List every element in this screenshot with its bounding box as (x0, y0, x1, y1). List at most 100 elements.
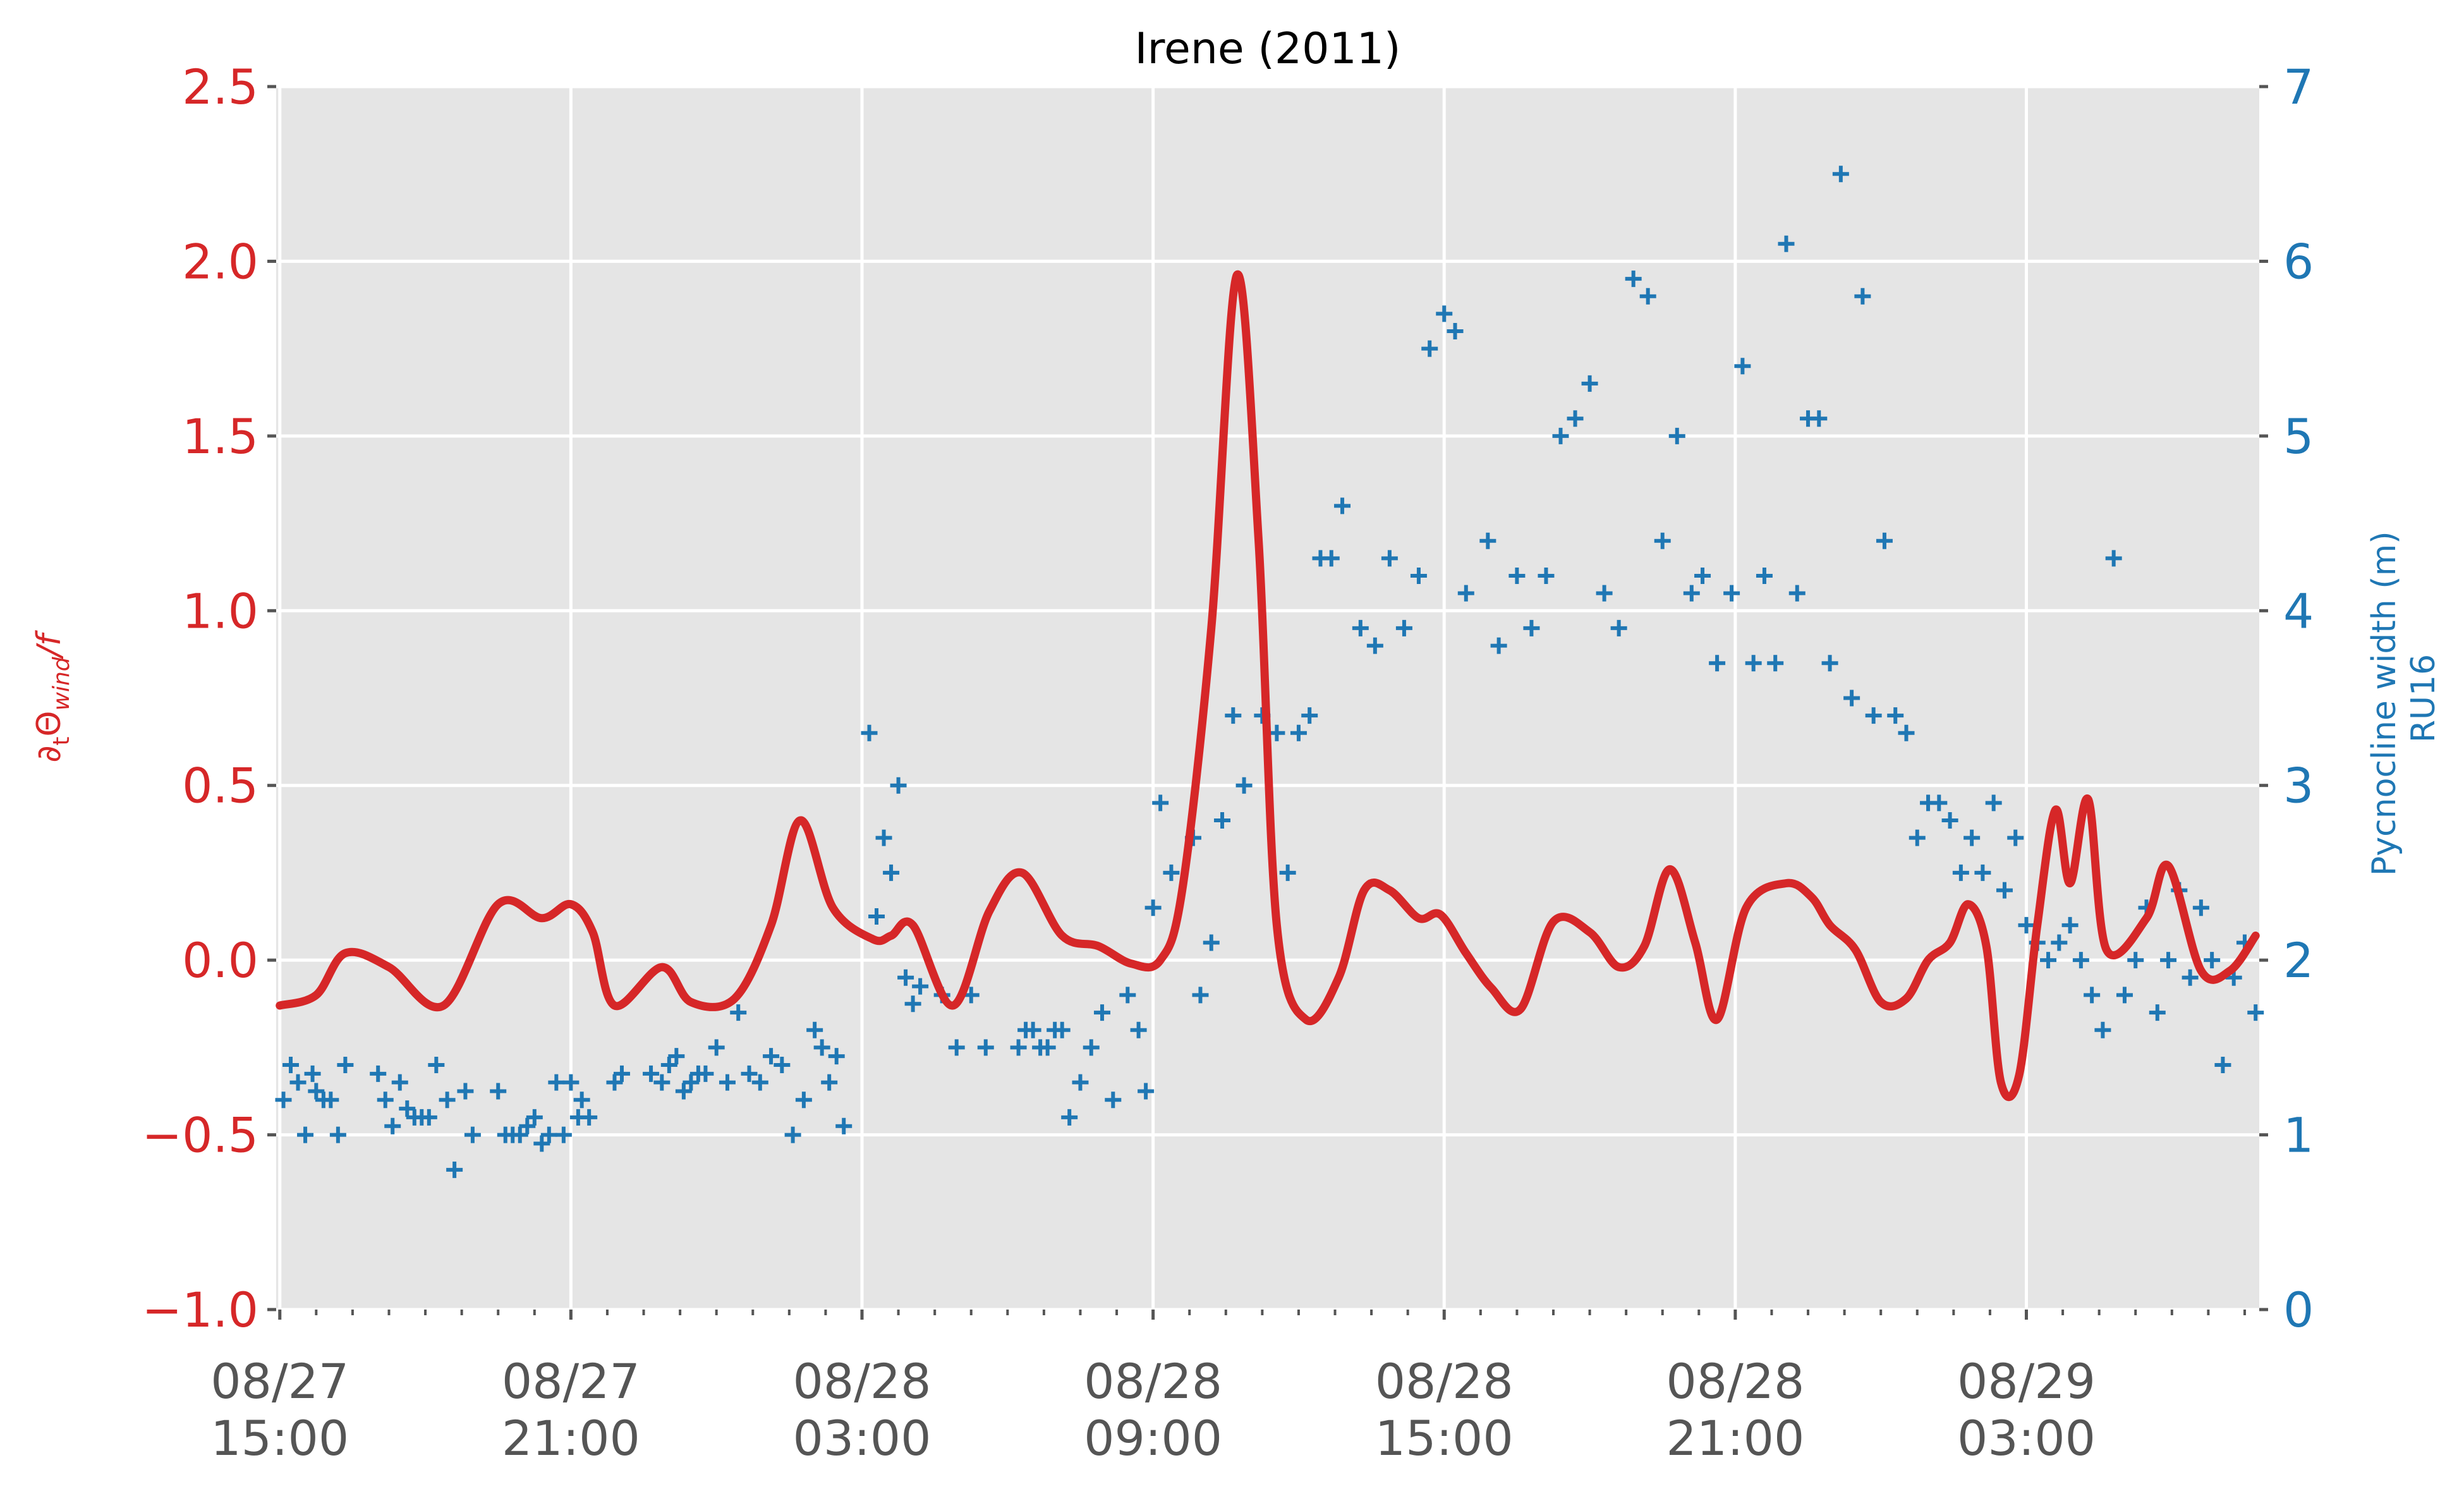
scatter-point (828, 1048, 845, 1065)
scatter-point (719, 1074, 736, 1091)
scatter-point (1832, 166, 1849, 183)
scatter-point (304, 1065, 321, 1082)
scatter-point (897, 969, 914, 986)
right-tick-label: 2 (2283, 932, 2314, 988)
scatter-point (1225, 707, 1242, 724)
scatter-point (1039, 1039, 1056, 1056)
scatter-point (1094, 1004, 1111, 1021)
scatter-point (2051, 934, 2068, 951)
x-tick-label-time: 15:00 (210, 1410, 349, 1466)
scatter-point (1508, 568, 1526, 584)
scatter-point (741, 1065, 758, 1082)
scatter-point (813, 1039, 830, 1056)
scatter-point (904, 995, 921, 1013)
scatter-point (2160, 952, 2177, 969)
scatter-point (1410, 568, 1427, 584)
scatter-point (1985, 794, 2002, 812)
scatter-point (1119, 987, 1136, 1004)
scatter-point (1745, 655, 1762, 672)
grid (276, 85, 2259, 1311)
scatter-point (1290, 724, 1307, 741)
scatter-point (490, 1083, 507, 1100)
x-tick-label-date: 08/28 (1375, 1353, 1514, 1409)
scatter-point (1301, 707, 1318, 724)
scatter-point (282, 1057, 300, 1073)
scatter-point (1457, 585, 1474, 602)
scatter-point (1996, 882, 2013, 899)
scatter-point (1876, 532, 1893, 549)
x-tick-label-time: 03:00 (1957, 1410, 2096, 1466)
scatter-point (1072, 1074, 1089, 1091)
scatter-point (399, 1100, 416, 1117)
scatter-point (308, 1083, 325, 1100)
scatter-point (548, 1074, 565, 1091)
scatter-point (511, 1126, 528, 1143)
scatter-point (1723, 585, 1740, 602)
scatter-point (1053, 1021, 1071, 1038)
scatter-point (533, 1135, 550, 1152)
scatter-point (1567, 410, 1584, 427)
scatter-point (2018, 916, 2035, 933)
scatter-point (1811, 410, 1828, 427)
scatter-point (1334, 497, 1351, 514)
x-tick-label-date: 08/28 (1084, 1353, 1222, 1409)
scatter-point (1421, 340, 1438, 357)
left-tick-label: −0.5 (142, 1107, 258, 1164)
scatter-point (1381, 550, 1398, 567)
scatter-point (2105, 550, 2122, 567)
right-tick-label: 1 (2283, 1107, 2314, 1164)
scatter-point (562, 1074, 580, 1091)
left-y-axis: −1.0 −0.5 0.0 0.5 1.0 1.5 2.0 2.5 (142, 59, 276, 1338)
scatter-point (384, 1117, 401, 1134)
x-tick-label-date: 08/27 (502, 1353, 640, 1409)
scatter-point (297, 1126, 314, 1143)
x-axis: 08/2715:0008/2721:0008/2803:0008/2809:00… (210, 1310, 2246, 1466)
scatter-point (1974, 864, 1991, 881)
scatter-point (519, 1117, 536, 1134)
scatter-point (1596, 585, 1613, 602)
scatter-point (2040, 952, 2057, 969)
x-tick-label-time: 09:00 (1084, 1410, 1222, 1466)
scatter-point (2182, 969, 2199, 986)
scatter-point (660, 1057, 677, 1073)
scatter-point (1214, 812, 1231, 829)
scatter-point (1931, 794, 1948, 812)
scatter-point (1138, 1083, 1155, 1100)
scatter-point (391, 1074, 408, 1091)
scatter-point (890, 777, 907, 794)
scatter-point (1083, 1039, 1100, 1056)
scatter-point (1843, 690, 1860, 707)
scatter-point (774, 1057, 791, 1073)
scatter-point (1479, 532, 1496, 549)
scatter-point (2116, 987, 2133, 1004)
left-tick-label: 0.0 (182, 932, 258, 988)
right-tick-label: 7 (2283, 59, 2314, 115)
scatter-point (526, 1109, 543, 1126)
scatter-point (581, 1109, 598, 1126)
scatter-point (1963, 829, 1981, 846)
scatter-point (2084, 987, 2101, 1004)
scatter-point (1144, 899, 1162, 916)
left-tick-label: 2.0 (182, 233, 258, 289)
scatter-point (464, 1126, 481, 1143)
right-y-axis-label: Pycnocline width (m) RU16 (2365, 521, 2443, 876)
scatter-point (1941, 812, 1958, 829)
scatter-point (1105, 1092, 1122, 1109)
scatter-point (457, 1083, 474, 1100)
scatter-point (2204, 952, 2221, 969)
left-tick-label: 1.5 (182, 408, 258, 465)
right-tick-label: 3 (2283, 758, 2314, 814)
x-tick-label-date: 08/28 (1666, 1353, 1804, 1409)
scatter-point (1767, 655, 1784, 672)
scatter-point (613, 1065, 630, 1082)
right-y-axis: 0 1 2 3 4 5 6 7 (2259, 59, 2314, 1338)
scatter-point (1163, 864, 1180, 881)
scatter-point (751, 1074, 768, 1091)
scatter-point (1436, 305, 1453, 322)
scatter-point (835, 1117, 853, 1134)
scatter-point (2061, 916, 2079, 933)
scatter-point (1709, 655, 1726, 672)
x-tick-label-date: 08/28 (792, 1353, 931, 1409)
scatter-point (1694, 568, 1711, 584)
scatter-point (868, 908, 885, 925)
